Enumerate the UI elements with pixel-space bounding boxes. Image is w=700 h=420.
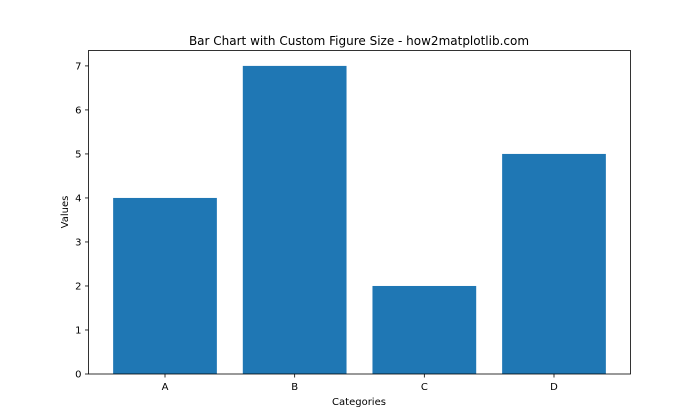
- bar-D: [502, 153, 606, 374]
- y-tick-label: 5: [75, 149, 81, 160]
- bar-A: [113, 197, 217, 374]
- x-tick-label: D: [550, 382, 558, 393]
- y-tick-label: 1: [75, 325, 81, 336]
- x-tick-label: A: [162, 382, 169, 393]
- y-tick-label: 6: [75, 105, 81, 116]
- y-tick-label: 4: [75, 193, 81, 204]
- axes-frame: [88, 50, 631, 375]
- y-tick-label: 7: [75, 61, 81, 72]
- x-tick-label: B: [291, 382, 298, 393]
- x-tick-label: C: [421, 382, 428, 393]
- y-tick-label: 3: [75, 237, 81, 248]
- y-tick-label: 0: [75, 370, 81, 381]
- x-axis-label: Categories: [332, 397, 386, 408]
- y-axis-label: Values: [60, 196, 71, 229]
- bar-C: [372, 285, 477, 374]
- chart-title: Bar Chart with Custom Figure Size - how2…: [189, 34, 529, 48]
- y-tick-label: 2: [75, 281, 81, 292]
- bar-B: [242, 65, 347, 375]
